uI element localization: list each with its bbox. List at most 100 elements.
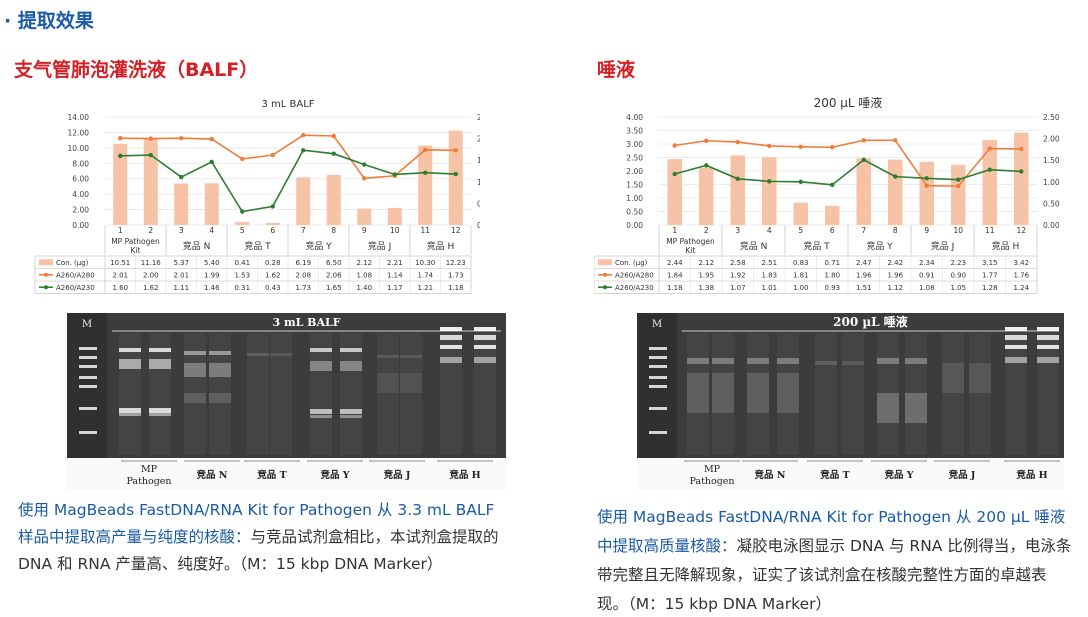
x-tick-label: 4 xyxy=(767,226,772,235)
gel-band xyxy=(815,361,837,365)
data-point xyxy=(209,136,214,142)
gel-band xyxy=(687,358,709,364)
y2-tick-label: 2.00 xyxy=(477,135,480,144)
bar xyxy=(667,159,682,225)
balf-chart: 3 mL BALF 0.00 2.00 4.00 6.00 8.00 10.00 12.00 1… xyxy=(30,92,480,302)
data-point xyxy=(893,174,898,179)
data-label: 0.83 xyxy=(793,259,809,267)
data-point xyxy=(924,183,929,188)
data-label: 1.80 xyxy=(824,271,840,279)
data-label: 1.11 xyxy=(173,284,189,292)
data-label: 2.00 xyxy=(143,271,159,279)
data-label: 2.12 xyxy=(698,259,714,267)
gel-body xyxy=(107,313,506,458)
data-point xyxy=(118,153,123,159)
legend-label: Con. (µg) xyxy=(56,259,89,267)
data-point xyxy=(179,135,184,141)
gel-band xyxy=(1005,357,1027,363)
bar xyxy=(418,145,433,225)
gel-label-strip xyxy=(637,458,1064,490)
data-label: 1.08 xyxy=(919,284,935,292)
gel-lane xyxy=(905,333,927,455)
data-label: 1.65 xyxy=(326,284,342,292)
gel-group-label: MP xyxy=(141,464,158,475)
gel-lane xyxy=(969,333,991,455)
bar xyxy=(1014,132,1029,225)
data-point xyxy=(1019,169,1024,174)
group-label: 竞品 H xyxy=(992,240,1020,252)
data-label: 1.83 xyxy=(761,271,777,279)
data-point xyxy=(924,176,929,181)
group-label: 竞品 H xyxy=(427,240,455,252)
legend-label: Con. (µg) xyxy=(615,259,648,267)
gel-lane xyxy=(247,333,269,455)
data-label: 0.93 xyxy=(824,284,840,292)
bar xyxy=(326,174,341,225)
data-label: 0.31 xyxy=(234,284,250,292)
data-label: 2.23 xyxy=(950,259,966,267)
x-tick-label: 1 xyxy=(672,226,677,235)
data-point xyxy=(735,139,740,145)
data-label: 5.37 xyxy=(173,259,189,267)
data-label: 1.53 xyxy=(234,271,250,279)
y-tick-label: 8.00 xyxy=(72,159,89,168)
gel-lane xyxy=(942,333,964,455)
gel-band xyxy=(687,373,709,413)
marker-band xyxy=(649,356,667,359)
data-label: 1.96 xyxy=(856,271,872,279)
data-label: 2.08 xyxy=(295,271,311,279)
gel-lane xyxy=(1005,333,1027,455)
data-label: 2.12 xyxy=(356,259,372,267)
gel-band xyxy=(149,359,171,369)
data-point xyxy=(209,159,214,165)
data-label: 1.40 xyxy=(356,284,372,292)
y-tick-label: 12.00 xyxy=(68,128,90,137)
data-label: 1.76 xyxy=(1013,271,1029,279)
data-label: 1.51 xyxy=(856,284,872,292)
data-label: 1.12 xyxy=(887,284,903,292)
marker-band xyxy=(649,376,667,379)
data-label: 10.30 xyxy=(415,259,435,267)
bar xyxy=(888,159,903,225)
gel-band xyxy=(247,353,269,356)
y-tick-label: 3.00 xyxy=(626,140,643,149)
gel-band xyxy=(474,345,496,349)
x-tick-label: 2 xyxy=(148,226,153,235)
gel-band xyxy=(400,355,422,358)
data-point xyxy=(798,144,803,150)
data-label: 1.95 xyxy=(698,271,714,279)
data-label: 2.47 xyxy=(856,259,872,267)
gel-band xyxy=(905,358,927,364)
data-label: 2.58 xyxy=(730,259,746,267)
saliva-chart-svg: 200 µL 唾液 0.00 0.50 1.00 1.50 2.00 2.50 3.00 3.5… xyxy=(594,95,1060,294)
gel-group-label: 竞品 Y xyxy=(883,469,913,481)
data-point xyxy=(331,151,336,156)
saliva-caption-body: 凝胶电泳图显示 DNA 与 RNA 比例得当，电泳条带完整且无降解现象，证实了该… xyxy=(597,537,1072,613)
data-point xyxy=(240,209,245,214)
chart-title: 3 mL BALF xyxy=(261,99,314,110)
gel-lane xyxy=(377,333,399,455)
group-label: 竞品 Y xyxy=(305,240,332,252)
y-tick-label: 6.00 xyxy=(72,175,89,184)
gel-band xyxy=(377,355,399,358)
legend-marker xyxy=(44,285,48,290)
data-point xyxy=(830,145,835,150)
gel-band xyxy=(440,335,462,340)
data-label: 1.73 xyxy=(448,271,464,279)
data-label: 6.50 xyxy=(326,259,342,267)
y-tick-label: 2.50 xyxy=(626,154,643,163)
gel-band xyxy=(877,393,899,423)
data-label: 0.91 xyxy=(919,271,935,279)
x-tick-label: 7 xyxy=(301,226,306,235)
gel-band xyxy=(209,363,231,377)
group-label: 竞品 T xyxy=(803,240,830,252)
gel-band xyxy=(310,361,332,371)
gel-group-label: Pathogen xyxy=(689,476,734,487)
data-label: 1.21 xyxy=(417,284,433,292)
y2-tick-label: 2.50 xyxy=(1043,113,1060,122)
legend-label: A260/A280 xyxy=(615,271,654,279)
data-label: 1.28 xyxy=(982,284,998,292)
gel-band xyxy=(877,358,899,364)
series-line xyxy=(120,134,456,180)
